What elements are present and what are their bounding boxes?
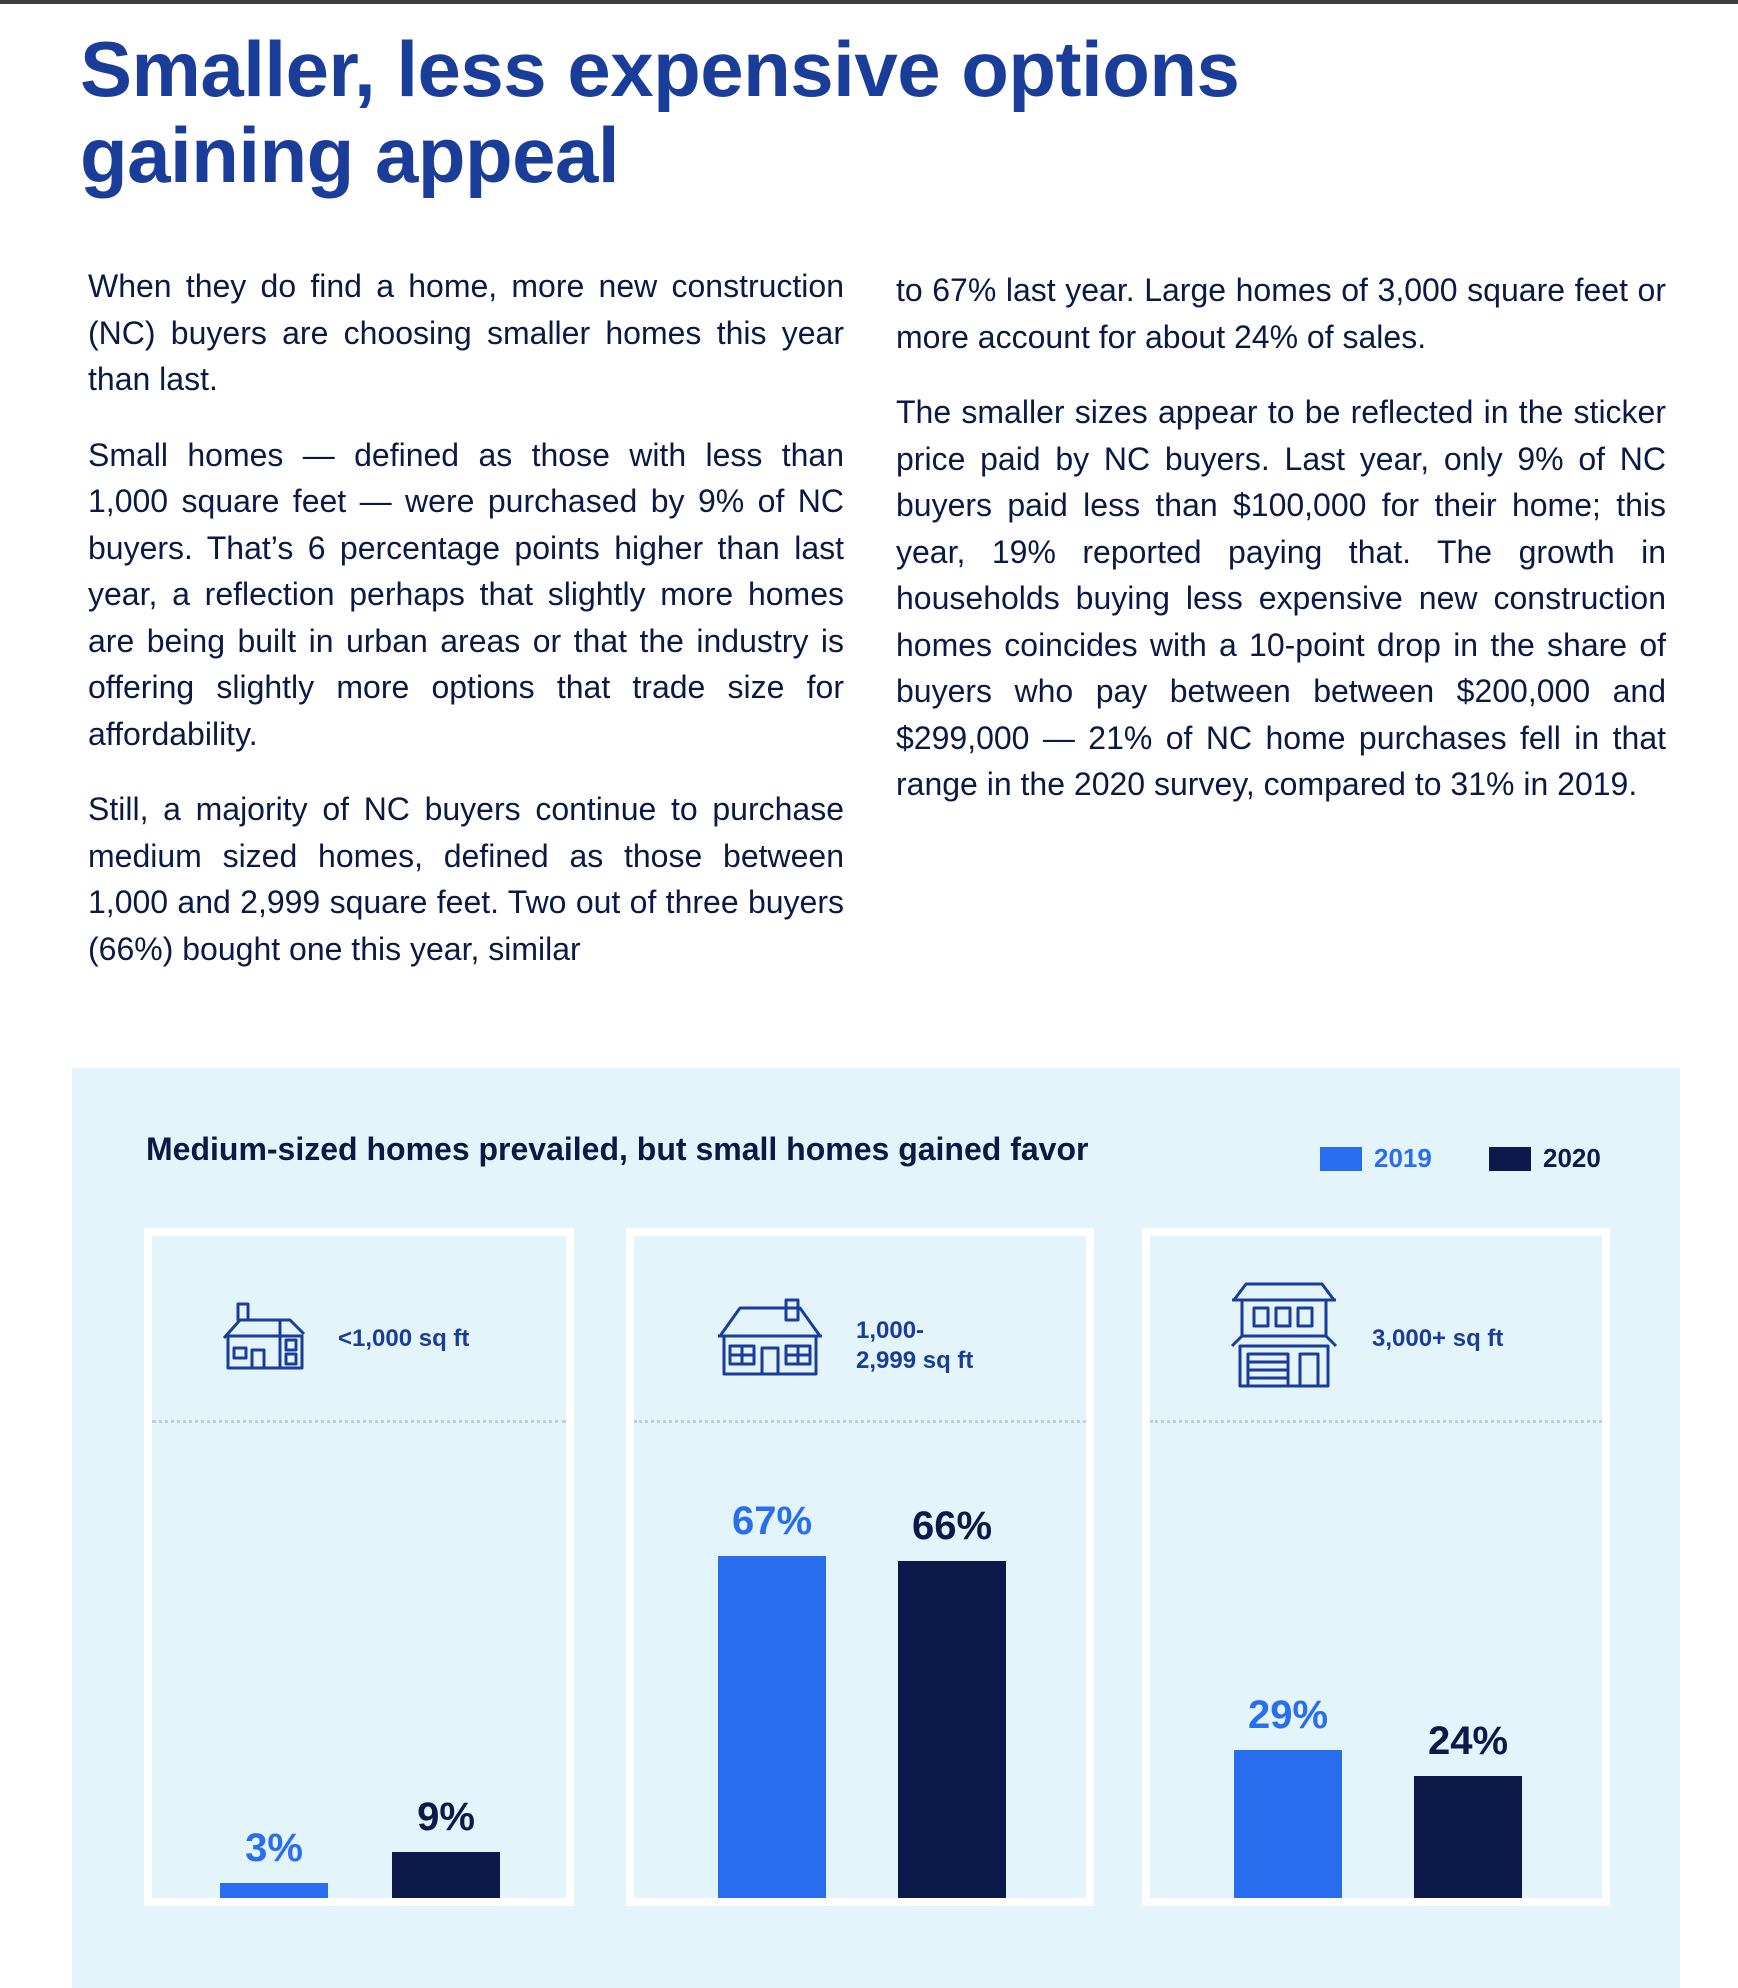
body-left-column: When they do find a home, more new const… bbox=[88, 263, 844, 1001]
chart-card-large: 3,000+ sq ft 29% 24% bbox=[1142, 1228, 1610, 1906]
top-rule bbox=[0, 0, 1738, 4]
bar-2020-2 bbox=[1414, 1775, 1522, 1898]
chart-card-medium: 1,000- 2,999 sq ft 67% 66% bbox=[626, 1228, 1094, 1906]
paragraph: When they do find a home, more new const… bbox=[88, 268, 844, 397]
legend-swatch-2019 bbox=[1320, 1146, 1362, 1171]
bar-value-label: 9% bbox=[417, 1795, 475, 1840]
legend-swatch-2020 bbox=[1489, 1146, 1531, 1171]
divider bbox=[152, 1420, 566, 1423]
legend-item-2019: 2019 bbox=[1320, 1143, 1432, 1174]
bar-value-label: 3% bbox=[245, 1825, 303, 1870]
bar-value-label: 67% bbox=[731, 1499, 813, 1544]
body-right-column: to 67% last year. Large homes of 3,000 s… bbox=[896, 267, 1666, 837]
bar-2019-2 bbox=[1234, 1750, 1342, 1898]
legend-item-2020: 2020 bbox=[1489, 1143, 1601, 1174]
bar-value-label: 24% bbox=[1427, 1718, 1509, 1763]
paragraph: Small homes — defined as those with less… bbox=[88, 436, 844, 752]
bar-2020-1 bbox=[898, 1561, 1006, 1898]
bar-value-label: 29% bbox=[1247, 1693, 1329, 1738]
chart-card-small: <1,000 sq ft 3% 9% bbox=[144, 1228, 574, 1906]
divider bbox=[634, 1420, 1086, 1423]
chart-title: Medium-sized homes prevailed, but small … bbox=[146, 1131, 1089, 1167]
legend-label-2019: 2019 bbox=[1374, 1143, 1432, 1173]
medium-house-icon bbox=[718, 1298, 822, 1376]
paragraph: to 67% last year. Large homes of 3,000 s… bbox=[896, 272, 1666, 355]
paragraph: Still, a majority of NC buyers continue … bbox=[88, 791, 844, 967]
paragraph: The smaller sizes appear to be reflected… bbox=[896, 394, 1666, 802]
divider bbox=[1150, 1420, 1602, 1423]
bar-value-label: 66% bbox=[911, 1504, 993, 1549]
bar-2019-1 bbox=[718, 1556, 826, 1898]
bar-2020-0 bbox=[392, 1852, 500, 1898]
bar-2019-0 bbox=[220, 1882, 328, 1898]
page-title: Smaller, less expensive options gaining … bbox=[80, 25, 1240, 199]
small-house-icon bbox=[222, 1302, 306, 1370]
legend-label-2020: 2020 bbox=[1543, 1143, 1601, 1173]
category-label: <1,000 sq ft bbox=[338, 1325, 470, 1352]
category-label: 3,000+ sq ft bbox=[1372, 1325, 1504, 1352]
category-label: 1,000- 2,999 sq ft bbox=[856, 1317, 974, 1374]
large-house-icon bbox=[1230, 1282, 1338, 1388]
